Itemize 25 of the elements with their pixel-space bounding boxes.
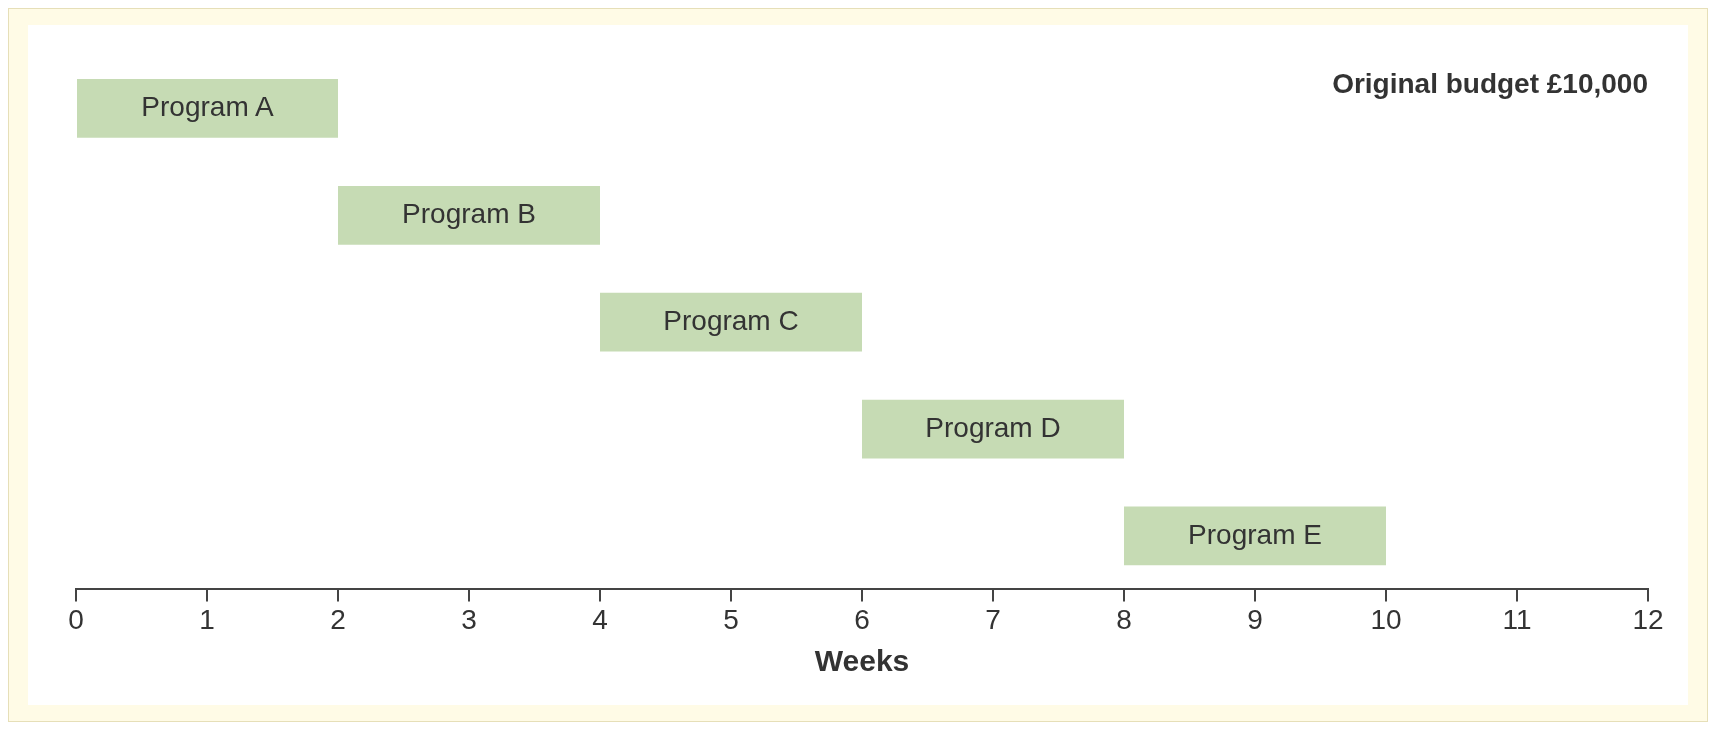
bar: [600, 292, 862, 352]
x-tick-label: 8: [1116, 603, 1132, 635]
x-tick-label: 10: [1370, 603, 1402, 635]
bar: [338, 185, 600, 245]
bar: [862, 399, 1124, 459]
y-tick-label: Program B: [402, 198, 536, 230]
x-tick-label: 4: [592, 603, 608, 635]
bar: [1124, 506, 1386, 566]
y-tick-label: Program A: [141, 91, 274, 123]
bar: [77, 79, 338, 138]
x-tick-label: 7: [985, 603, 1001, 635]
x-tick-label: 11: [1502, 603, 1532, 635]
x-tick-label: 12: [1632, 603, 1664, 635]
x-tick-label: 0: [68, 603, 84, 635]
x-tick-label: 5: [723, 603, 739, 635]
x-tick-label: 2: [330, 603, 346, 635]
y-tick-label: Program E: [1188, 518, 1322, 550]
x-tick-label: 9: [1247, 603, 1263, 635]
y-tick-label: Program D: [925, 411, 1061, 443]
y-tick-label: Program C: [663, 304, 799, 336]
x-tick-label: 1: [199, 603, 215, 635]
annotation: Original budget £10,000: [1332, 67, 1648, 99]
x-axis-title: Weeks: [814, 644, 910, 678]
x-tick-label: 6: [854, 603, 870, 635]
x-tick-label: 3: [461, 603, 477, 635]
